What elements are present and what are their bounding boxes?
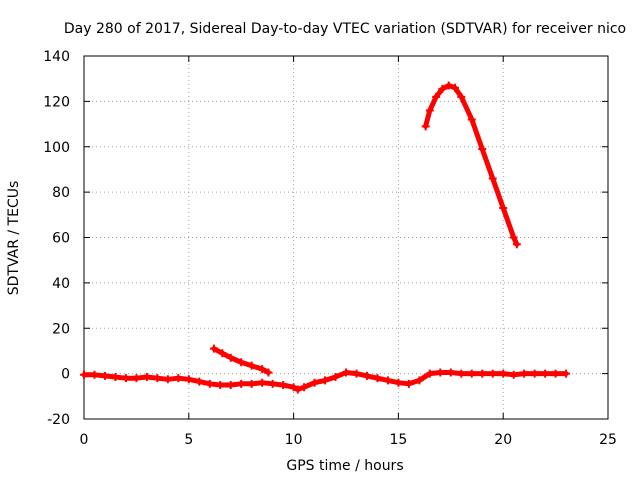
data-point	[562, 369, 571, 378]
data-series	[80, 81, 571, 394]
grid	[84, 56, 608, 419]
data-point	[184, 375, 193, 384]
data-point	[237, 358, 246, 367]
data-point	[258, 365, 267, 374]
data-point	[174, 374, 183, 383]
data-point	[247, 379, 256, 388]
x-axis-label: GPS time / hours	[286, 458, 403, 474]
data-point	[111, 373, 120, 382]
data-point	[530, 369, 539, 378]
data-point	[300, 383, 309, 392]
data-point	[415, 376, 424, 385]
data-point	[446, 368, 455, 377]
data-point	[425, 369, 434, 378]
data-point	[258, 378, 267, 387]
data-point	[342, 368, 350, 377]
x-tick-label: 0	[80, 432, 89, 448]
y-tick-label: 20	[52, 321, 70, 337]
data-point	[457, 369, 466, 378]
data-point	[520, 369, 529, 378]
data-point	[551, 369, 560, 378]
x-tick-label: 15	[389, 432, 407, 448]
data-point	[218, 349, 227, 358]
data-point	[226, 353, 235, 362]
data-point	[237, 379, 246, 388]
data-point	[279, 380, 288, 389]
data-point	[132, 374, 141, 383]
data-point	[509, 233, 518, 242]
data-point	[499, 369, 508, 378]
data-point	[289, 383, 298, 392]
data-point	[467, 115, 476, 124]
data-point	[436, 368, 445, 377]
data-point	[321, 376, 330, 385]
data-point	[352, 369, 361, 378]
y-axis-label: SDTVAR / TECUs	[6, 181, 22, 296]
data-point	[121, 374, 130, 383]
data-point	[509, 370, 518, 379]
data-point	[444, 81, 453, 90]
data-point	[432, 92, 441, 101]
y-tick-label: 120	[43, 94, 70, 110]
data-point	[100, 371, 109, 380]
data-point	[247, 361, 256, 370]
data-point	[216, 380, 225, 389]
x-tick-label: 20	[494, 432, 512, 448]
data-point	[153, 374, 162, 383]
chart-title: Day 280 of 2017, Sidereal Day-to-day VTE…	[64, 21, 626, 37]
data-point	[331, 373, 340, 382]
data-point	[226, 380, 235, 389]
y-tick-label: 40	[52, 276, 70, 292]
y-tick-label: 60	[52, 231, 70, 247]
data-point	[142, 373, 151, 382]
data-point	[425, 106, 434, 115]
data-point	[205, 379, 214, 388]
data-point	[438, 84, 447, 93]
data-point	[293, 385, 302, 394]
x-tick-label: 25	[599, 432, 617, 448]
y-tick-label: 0	[61, 367, 70, 383]
data-point	[80, 370, 88, 379]
data-point	[362, 371, 371, 380]
data-point	[90, 370, 99, 379]
x-tick-label: 10	[285, 432, 303, 448]
data-point	[421, 122, 430, 131]
data-point	[264, 368, 273, 377]
y-tick-label: 80	[52, 185, 70, 201]
data-point	[478, 145, 487, 154]
data-point	[450, 83, 459, 92]
axis-ticks: 0 5 10 15 20 25 -20 0 20 40 60 80 100 120 140	[43, 49, 617, 448]
y-tick-label: 100	[43, 140, 70, 156]
data-point	[373, 374, 382, 383]
data-point	[209, 344, 218, 353]
data-point	[467, 369, 476, 378]
data-point	[268, 379, 277, 388]
y-tick-label: -20	[47, 412, 70, 428]
data-point	[478, 369, 487, 378]
data-point	[394, 378, 403, 387]
data-point	[488, 369, 497, 378]
data-point	[488, 174, 497, 183]
data-point	[383, 376, 392, 385]
data-point	[163, 375, 172, 384]
data-point	[512, 240, 521, 249]
y-tick-label: 140	[43, 49, 70, 65]
data-point	[404, 379, 413, 388]
data-point	[499, 204, 508, 213]
data-point	[195, 377, 204, 386]
data-point	[541, 369, 550, 378]
x-tick-label: 5	[184, 432, 193, 448]
data-point	[457, 92, 466, 101]
data-point	[310, 378, 319, 387]
